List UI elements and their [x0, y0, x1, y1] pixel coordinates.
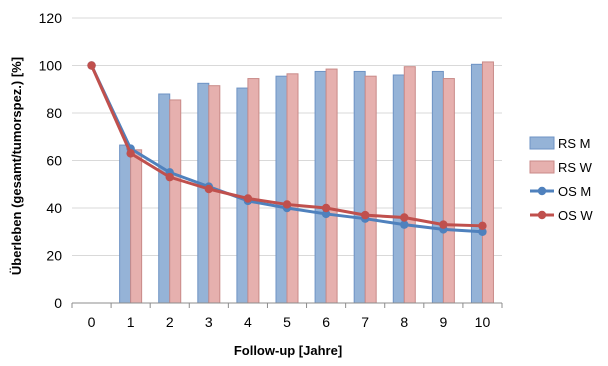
point-os-w — [204, 184, 214, 194]
bar-rs-m — [431, 70, 444, 304]
bar-rs-m — [158, 93, 171, 304]
point-os-m — [400, 220, 409, 229]
bar-rs-m — [470, 63, 483, 304]
bar-rs-w — [481, 61, 494, 304]
y-tick-label: 20 — [46, 248, 62, 264]
bar-rs-m — [314, 70, 327, 304]
x-tick-label: 9 — [439, 314, 447, 330]
bar-rs-m — [197, 82, 210, 304]
legend-marker-os-w — [537, 210, 547, 220]
point-os-m — [478, 227, 487, 236]
axes — [71, 302, 503, 308]
point-os-m — [321, 209, 331, 219]
legend-marker-os-m — [537, 186, 547, 196]
point-os-w — [400, 213, 409, 222]
bar-group — [119, 61, 494, 304]
legend-label-rs-w: RS W — [558, 160, 593, 175]
bar-rs-w — [208, 85, 221, 304]
y-tick-label: 60 — [46, 153, 62, 169]
x-tick-label: 0 — [88, 314, 96, 330]
point-os-w — [243, 194, 253, 203]
bar-rs-w — [442, 78, 455, 304]
x-tick-label: 4 — [244, 314, 252, 330]
tick-labels: 0 20 40 60 80 100 120 0 1 2 3 4 5 6 7 8 9 10 — [39, 10, 491, 330]
point-os-w — [165, 172, 174, 182]
x-tick-label: 2 — [166, 314, 174, 330]
line-group — [87, 61, 487, 236]
x-tick-label: 5 — [283, 314, 291, 330]
x-tick-label: 6 — [322, 314, 330, 330]
y-tick-label: 80 — [46, 105, 62, 121]
legend-label-os-w: OS W — [558, 208, 593, 223]
point-os-w — [126, 149, 135, 158]
bar-rs-m — [353, 70, 366, 304]
x-tick-label: 8 — [400, 314, 408, 330]
bar-rs-w — [169, 99, 182, 304]
bar-rs-w — [247, 78, 260, 304]
bar-rs-w — [403, 66, 416, 304]
x-axis-title: Follow-up [Jahre] — [234, 343, 342, 358]
bar-rs-m — [119, 144, 132, 304]
point-os-w — [439, 220, 448, 229]
y-tick-label: 0 — [54, 295, 62, 311]
bar-rs-w — [364, 75, 377, 304]
point-os-w — [282, 200, 292, 209]
point-os-w — [478, 221, 487, 231]
x-tick-label: 7 — [361, 314, 369, 330]
legend-label-os-m: OS M — [558, 184, 591, 199]
bar-rs-m — [392, 74, 405, 304]
y-axis-title: Überleben (gesamt/tumorspez.) [%] — [9, 57, 24, 275]
bar-rs-w — [130, 149, 143, 304]
legend-swatch-rs-w — [529, 160, 555, 174]
x-tick-label: 10 — [475, 314, 491, 330]
bar-rs-w — [325, 68, 338, 304]
legend-swatch-rs-m — [529, 136, 555, 150]
legend: RS M RS W OS M OS W — [529, 136, 593, 223]
point-os-w — [360, 210, 370, 220]
x-tick-label: 3 — [205, 314, 213, 330]
x-tick-label: 1 — [127, 314, 135, 330]
legend-label-rs-m: RS M — [558, 136, 591, 151]
y-tick-label: 40 — [46, 200, 62, 216]
point-os-w — [87, 61, 96, 70]
bar-rs-w — [286, 73, 299, 304]
bar-rs-m — [275, 75, 288, 304]
point-os-w — [321, 203, 331, 213]
y-tick-label: 100 — [39, 58, 63, 74]
y-tick-label: 120 — [39, 10, 63, 26]
